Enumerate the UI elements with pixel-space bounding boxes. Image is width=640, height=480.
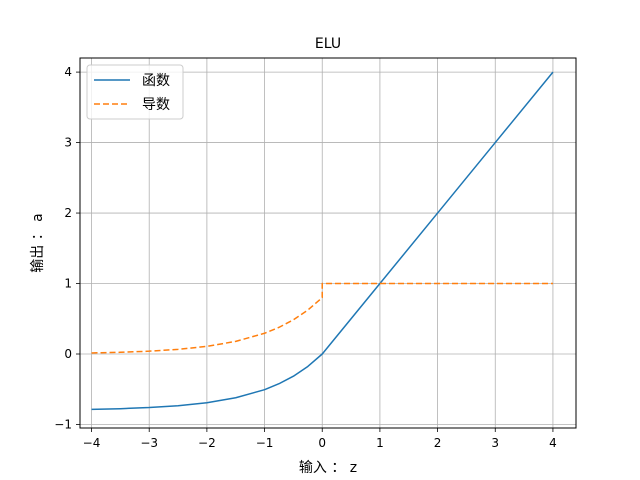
chart-title: ELU (315, 36, 341, 52)
x-tick-label: 0 (318, 436, 326, 450)
series-line-derivative (91, 282, 553, 354)
legend-box (86, 64, 184, 120)
x-tick-label: −4 (83, 436, 101, 450)
y-tick-label: 2 (64, 206, 72, 220)
tick-layer: −4 −3 −2 −1 0 1 2 3 4 −1 0 1 2 3 4 (54, 65, 556, 450)
x-tick-label: 3 (491, 436, 499, 450)
series-line-function (91, 71, 554, 411)
legend-label-function: 函数 (142, 73, 170, 89)
y-tick-label: −1 (54, 417, 72, 431)
y-tick-label: 4 (64, 65, 72, 79)
x-tick-label: 4 (549, 436, 557, 450)
y-axis-label: 输出 ： a (30, 213, 46, 272)
series-layer (91, 71, 554, 411)
x-tick-label: 1 (376, 436, 384, 450)
x-tick-label: −3 (140, 436, 158, 450)
x-axis-label: 输入 ： z (299, 460, 357, 476)
y-tick-label: 0 (64, 347, 72, 361)
y-tick-label: 3 (64, 136, 72, 150)
x-tick-label: −1 (256, 436, 274, 450)
x-tick-label: 2 (434, 436, 442, 450)
y-tick-label: 1 (64, 277, 72, 291)
plot-frame (79, 57, 577, 429)
legend-label-derivative: 导数 (142, 97, 170, 113)
grid (80, 58, 576, 428)
legend: 函数 导数 (86, 64, 184, 120)
x-tick-label: −2 (198, 436, 216, 450)
